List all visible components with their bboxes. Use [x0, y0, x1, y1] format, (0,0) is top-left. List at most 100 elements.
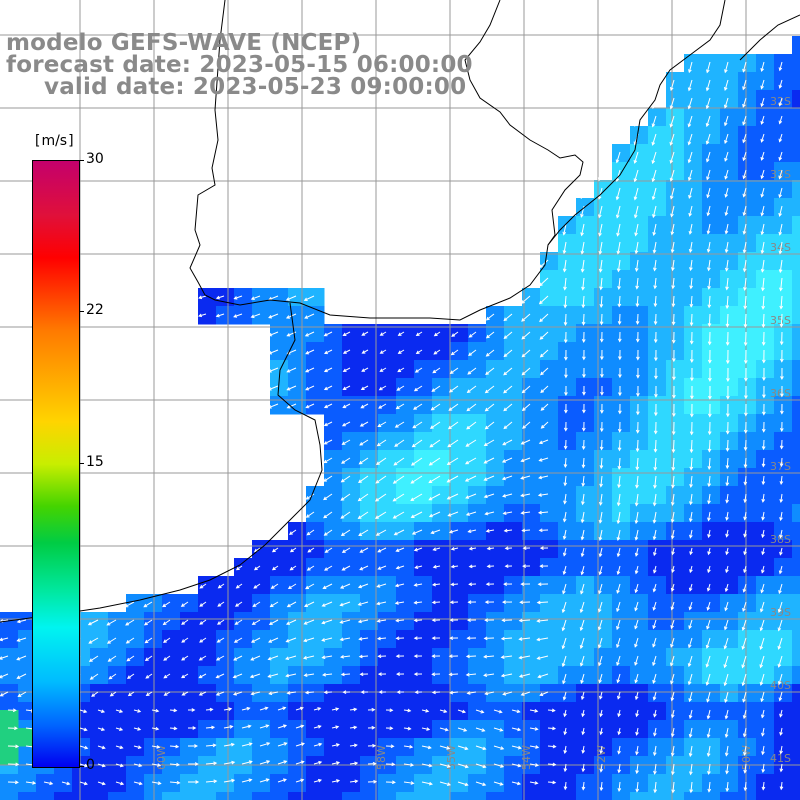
wind-speed-cell [594, 630, 613, 649]
wind-speed-cell [720, 540, 739, 559]
wind-arrow [205, 743, 217, 748]
wind-speed-cell [720, 720, 739, 739]
wind-speed-cell [234, 594, 253, 613]
wind-speed-cell [612, 360, 631, 379]
wind-speed-cell [558, 774, 577, 793]
wind-arrow [378, 385, 387, 391]
wind-speed-cell [648, 270, 667, 289]
wind-arrow [563, 313, 568, 326]
wind-arrow [708, 385, 712, 400]
wind-arrow [285, 673, 297, 678]
wind-speed-cell [162, 612, 181, 631]
wind-arrow [761, 781, 766, 791]
wind-speed-cell [720, 648, 739, 667]
wind-arrow [654, 349, 658, 362]
wind-speed-cell [72, 774, 91, 793]
wind-speed-cell [594, 576, 613, 595]
wind-speed-cell [540, 612, 559, 631]
wind-arrow [707, 259, 711, 272]
wind-speed-cell [684, 306, 703, 325]
wind-arrow [706, 727, 711, 739]
wind-arrow [413, 547, 423, 552]
wind-arrow [561, 601, 567, 614]
wind-arrow [323, 439, 333, 445]
wind-arrow [519, 600, 531, 605]
wind-arrow [707, 763, 711, 776]
wind-arrow [457, 781, 469, 787]
wind-arrow [502, 691, 513, 696]
wind-arrow [413, 636, 423, 641]
wind-speed-cell [216, 288, 235, 307]
latitude-label: 40S [770, 679, 791, 692]
wind-arrow [250, 295, 261, 301]
wind-speed-cell [720, 270, 739, 289]
wind-arrow [615, 151, 621, 164]
wind-arrow [421, 763, 433, 768]
wind-arrow [563, 295, 568, 309]
wind-arrow [742, 187, 747, 198]
wind-speed-cell [414, 486, 433, 505]
wind-speed-cell [378, 468, 397, 487]
wind-arrow [563, 745, 568, 755]
wind-speed-cell [648, 306, 667, 325]
wind-speed-cell [396, 630, 415, 649]
wind-arrow [392, 511, 405, 519]
wind-arrow [323, 457, 333, 464]
wind-arrow [361, 349, 369, 354]
wind-arrow [670, 727, 675, 738]
wind-arrow [616, 637, 621, 649]
wind-speed-cell [216, 792, 235, 800]
wind-speed-cell [702, 432, 721, 451]
wind-arrow [580, 547, 585, 558]
wind-speed-cell [774, 450, 793, 469]
wind-speed-cell [216, 648, 235, 667]
wind-arrow [562, 241, 567, 255]
wind-speed-cell [540, 630, 559, 649]
wind-arrow [633, 151, 639, 164]
wind-speed-cell [198, 774, 217, 793]
wind-arrow [379, 331, 387, 336]
wind-speed-cell [738, 90, 757, 109]
wind-arrow [616, 547, 621, 558]
wind-speed-cell [468, 450, 487, 469]
wind-arrow [223, 760, 236, 765]
wind-speed-cell [108, 612, 127, 631]
wind-arrow [377, 672, 387, 676]
wind-speed-cell [468, 558, 487, 577]
wind-arrow [215, 673, 225, 679]
wind-arrow [537, 582, 549, 587]
wind-speed-cell [684, 612, 703, 631]
wind-arrow [410, 457, 423, 466]
wind-arrow [760, 205, 765, 217]
wind-speed-cell [396, 774, 415, 793]
wind-arrow [598, 655, 603, 667]
wind-speed-cell [270, 576, 289, 595]
wind-speed-cell [702, 450, 721, 469]
wind-speed-cell [774, 90, 793, 109]
wind-arrow [323, 367, 333, 373]
wind-arrow [259, 742, 271, 747]
wind-arrow [125, 619, 135, 626]
wind-speed-cell [792, 162, 800, 181]
wind-speed-cell [738, 414, 757, 433]
wind-arrow [306, 529, 315, 536]
wind-arrow [671, 547, 675, 556]
wind-arrow [707, 439, 712, 453]
wind-arrow [484, 600, 495, 604]
wind-arrow [87, 619, 99, 626]
wind-speed-cell [522, 540, 541, 559]
wind-arrow [616, 511, 621, 525]
wind-arrow [652, 259, 657, 272]
wind-arrow [669, 169, 675, 182]
wind-arrow [25, 781, 37, 785]
wind-speed-cell [558, 558, 577, 577]
wind-speed-cell [792, 216, 800, 235]
wind-arrow [403, 781, 415, 785]
wind-speed-cell [342, 558, 361, 577]
wind-arrow [323, 403, 333, 409]
wind-arrow [563, 331, 568, 344]
wind-arrow [562, 547, 567, 557]
wind-speed-cell [324, 468, 343, 487]
wind-speed-cell [774, 288, 793, 307]
wind-arrow [724, 169, 729, 180]
